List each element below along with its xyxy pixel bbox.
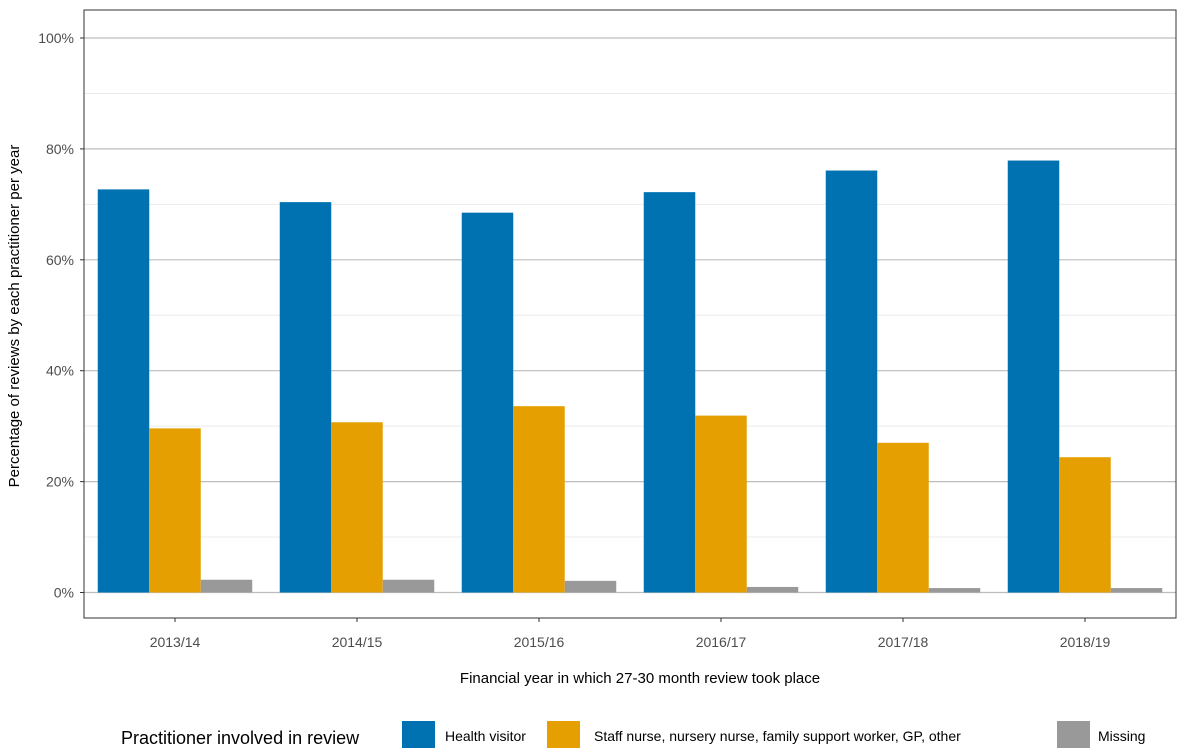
x-tick-label: 2013/14	[150, 634, 201, 650]
bar-health-visitor	[279, 202, 332, 593]
bar-staff-nurse-other	[1059, 457, 1111, 593]
bar-staff-nurse-other	[149, 428, 201, 593]
bar-staff-nurse-other	[877, 442, 929, 593]
bar-health-visitor	[825, 170, 878, 593]
y-tick-label: 40%	[46, 363, 74, 379]
bar-staff-nurse-other	[331, 422, 383, 593]
bar-health-visitor	[1007, 160, 1060, 593]
bar-missing	[200, 579, 253, 593]
legend-label: Staff nurse, nursery nurse, family suppo…	[594, 728, 961, 744]
bar-missing	[564, 580, 617, 593]
bar-health-visitor	[97, 189, 150, 593]
bar-health-visitor	[461, 212, 514, 593]
bar-staff-nurse-other	[513, 406, 565, 593]
x-tick-label: 2017/18	[878, 634, 929, 650]
grid	[84, 37, 1176, 594]
bar-missing	[382, 579, 435, 593]
x-tick-label: 2015/16	[514, 634, 565, 650]
y-axis: 0% 20% 40% 60% 80% 100%	[38, 30, 84, 601]
x-tick-label: 2018/19	[1060, 634, 1111, 650]
y-tick-label: 20%	[46, 474, 74, 490]
x-tick-label: 2014/15	[332, 634, 383, 650]
x-axis-title: Financial year in which 27-30 month revi…	[460, 670, 820, 687]
legend-key	[1057, 721, 1090, 748]
bar-missing	[928, 588, 981, 593]
x-axis: 2013/14 2014/15 2015/16 2016/17 2017/18 2018/…	[150, 618, 1111, 650]
bar-missing	[746, 586, 799, 593]
legend-key	[547, 721, 580, 748]
bar-staff-nurse-other	[695, 415, 747, 593]
legend-label: Health visitor	[445, 728, 526, 744]
legend-title: Practitioner involved in review	[121, 728, 360, 748]
y-tick-label: 80%	[46, 141, 74, 157]
legend-label: Missing	[1098, 728, 1145, 744]
plot-border	[83, 9, 1177, 619]
bars	[97, 160, 1163, 593]
y-tick-label: 60%	[46, 252, 74, 268]
bar-health-visitor	[643, 192, 696, 593]
y-tick-label: 100%	[38, 30, 74, 46]
legend: Practitioner involved in review Health v…	[121, 721, 1145, 748]
x-tick-label: 2016/17	[696, 634, 747, 650]
bar-missing	[1110, 588, 1163, 593]
y-tick-label: 0%	[54, 585, 74, 601]
y-axis-title: Percentage of reviews by each practition…	[6, 145, 23, 488]
legend-key	[402, 721, 435, 748]
